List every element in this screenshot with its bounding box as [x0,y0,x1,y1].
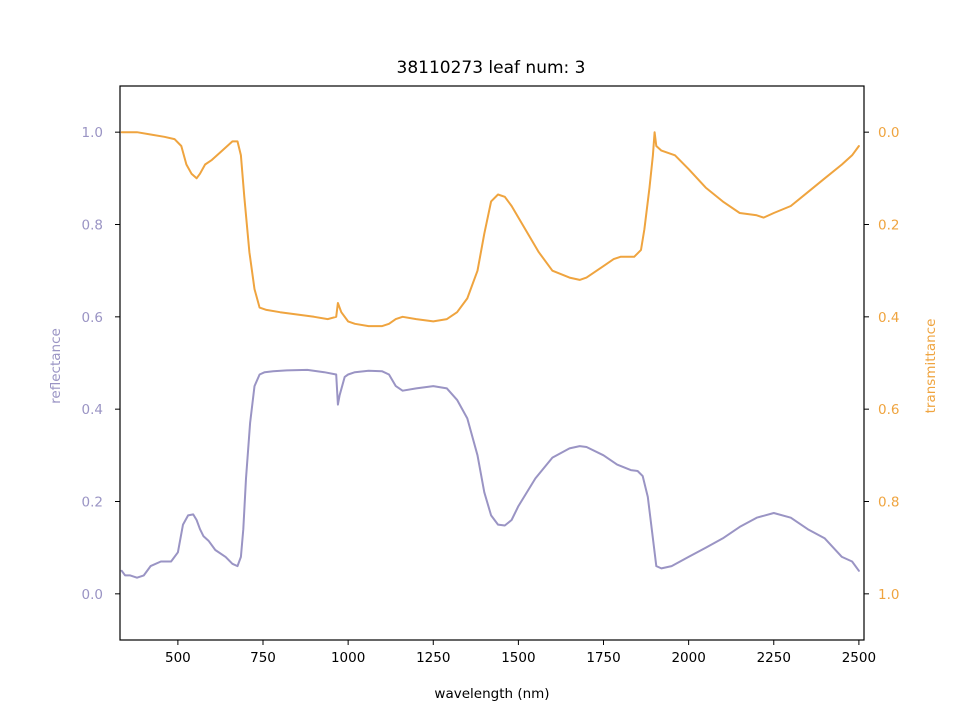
y-left-tick-label: 0.8 [82,218,103,234]
x-tick-label: 2250 [757,650,791,666]
x-tick-label: 1000 [331,650,365,666]
y-left-tick-label: 0.4 [82,402,103,418]
x-tick-label: 1750 [586,650,620,666]
y-right-tick-label: 0.0 [878,125,899,141]
y-right-tick-label: 0.8 [878,495,899,511]
y-right-tick-label: 1.0 [878,587,899,603]
plot-frame [119,85,865,641]
y-left-tick-label: 0.6 [82,310,103,326]
y-right-tick-label: 0.6 [878,402,899,418]
y-right-tick-label: 0.2 [878,218,899,234]
y-right-tick-label: 0.4 [878,310,899,326]
x-axis-label: wavelength (nm) [434,686,549,702]
y-left-tick-label: 0.0 [82,587,103,603]
reflectance-series-line [120,368,860,579]
transmittance-series-line [120,131,860,328]
x-tick-label: 1500 [501,650,535,666]
y-axis-label-right: transmittance [923,319,939,414]
x-tick-label: 2000 [671,650,705,666]
x-tick-label: 2500 [842,650,876,666]
y-axis-label-left: reflectance [48,328,64,404]
x-tick-label: 500 [165,650,191,666]
y-left-tick-label: 1.0 [82,125,103,141]
x-tick-label: 1250 [416,650,450,666]
y-left-tick-label: 0.2 [82,495,103,511]
x-tick-label: 750 [250,650,276,666]
chart-title: 38110273 leaf num: 3 [397,58,586,78]
plot-area [120,131,860,579]
axes: 500 750 1000 1250 1500 1750 2000 2250 2500 0.0 0.2… [82,125,900,666]
